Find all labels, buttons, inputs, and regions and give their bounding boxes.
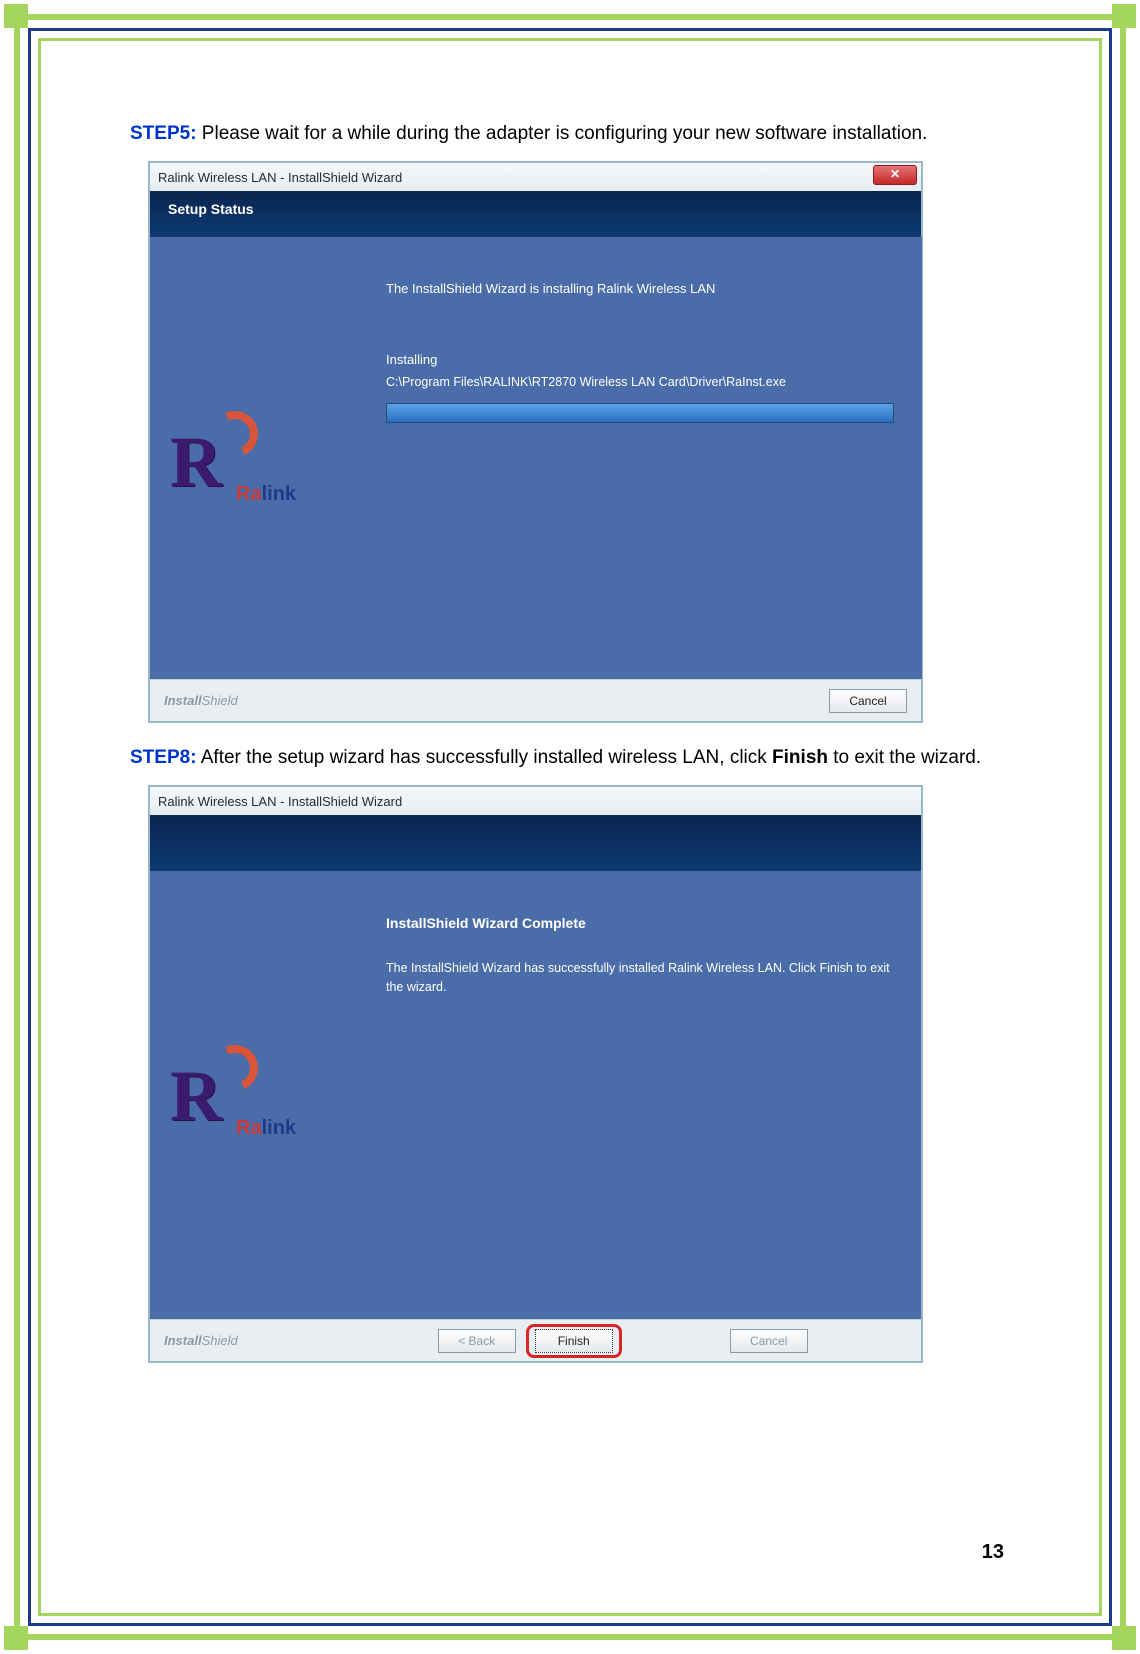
wizard-footer: InstallShield < Back Finish Cancel (150, 1319, 921, 1361)
ralink-logo: R Ralink (170, 437, 338, 487)
finish-highlight: Finish (526, 1324, 622, 1358)
install-progress-bar (386, 403, 894, 423)
installshield-prefix: Install (164, 693, 202, 708)
ralink-text-blue: link (262, 1117, 296, 1139)
cancel-button[interactable]: Cancel (730, 1329, 808, 1353)
wizard-body: R Ralink The InstallShield Wizard is ins… (150, 237, 921, 679)
installshield-suffix: Shield (202, 1333, 238, 1348)
page-number: 13 (982, 1541, 1004, 1564)
back-button[interactable]: < Back (438, 1329, 516, 1353)
wizard-title-text: Ralink Wireless LAN - InstallShield Wiza… (158, 794, 402, 809)
wizard-title-text: Ralink Wireless LAN - InstallShield Wiza… (158, 170, 402, 185)
wizard-sidebar: R Ralink (150, 871, 358, 1319)
step8-text-before: After the setup wizard has successfully … (197, 747, 773, 768)
ralink-text-red: Ra (236, 483, 262, 505)
wizard-main: InstallShield Wizard Complete The Instal… (358, 871, 921, 1319)
step8-label: STEP8: (130, 747, 197, 768)
footer-button-group: < Back Finish Cancel (438, 1324, 808, 1358)
ralink-r-icon: R (170, 437, 338, 487)
ralink-text-red: Ra (236, 1117, 262, 1139)
page-content: STEP5: Please wait for a while during th… (130, 115, 1010, 1379)
corner-square-icon (4, 4, 28, 28)
wizard-titlebar: Ralink Wireless LAN - InstallShield Wiza… (150, 787, 921, 815)
corner-square-icon (1112, 4, 1136, 28)
install-path: C:\Program Files\RALINK\RT2870 Wireless … (386, 375, 894, 389)
wizard-main: The InstallShield Wizard is installing R… (358, 237, 922, 679)
ralink-logo: R Ralink (170, 1071, 338, 1121)
wizard-complete: Ralink Wireless LAN - InstallShield Wiza… (148, 785, 923, 1363)
ralink-swoosh-icon (206, 1039, 265, 1098)
step5-label: STEP5: (130, 123, 197, 144)
wizard-titlebar: Ralink Wireless LAN - InstallShield Wiza… (150, 163, 921, 191)
wizard-footer: InstallShield Cancel (150, 679, 921, 721)
step8-finish-word: Finish (772, 747, 828, 768)
wizard-header-text: Setup Status (168, 201, 254, 217)
installshield-prefix: Install (164, 1333, 202, 1348)
wizard-header: Setup Status (150, 191, 921, 237)
ralink-wordmark: Ralink (236, 1117, 296, 1140)
ralink-wordmark: Ralink (236, 483, 296, 506)
wizard-body: R Ralink InstallShield Wizard Complete T… (150, 871, 921, 1319)
wizard-complete-title: InstallShield Wizard Complete (386, 915, 893, 931)
wizard-complete-text: The InstallShield Wizard has successfull… (386, 959, 893, 997)
corner-square-icon (1112, 1626, 1136, 1650)
wizard-sidebar: R Ralink (150, 237, 358, 679)
installing-label: Installing (386, 352, 894, 367)
footer-button-group: Cancel (829, 689, 907, 713)
wizard-header (150, 815, 921, 871)
ralink-text-blue: link (262, 483, 296, 505)
ralink-swoosh-icon (206, 405, 265, 464)
installshield-brand: InstallShield (164, 693, 238, 708)
step5-text: Please wait for a while during the adapt… (197, 123, 928, 144)
finish-button[interactable]: Finish (535, 1329, 613, 1353)
install-status-text: The InstallShield Wizard is installing R… (386, 281, 894, 296)
corner-square-icon (4, 1626, 28, 1650)
installshield-suffix: Shield (202, 693, 238, 708)
step8-instruction: STEP8: After the setup wizard has succes… (130, 739, 1010, 777)
wizard-setup-status: Ralink Wireless LAN - InstallShield Wiza… (148, 161, 923, 723)
cancel-button[interactable]: Cancel (829, 689, 907, 713)
step5-instruction: STEP5: Please wait for a while during th… (130, 115, 1010, 153)
installshield-brand: InstallShield (164, 1333, 238, 1348)
step8-text-after: to exit the wizard. (828, 747, 981, 768)
close-button[interactable]: ✕ (873, 165, 917, 185)
close-icon: ✕ (890, 167, 900, 181)
ralink-r-icon: R (170, 1071, 338, 1121)
